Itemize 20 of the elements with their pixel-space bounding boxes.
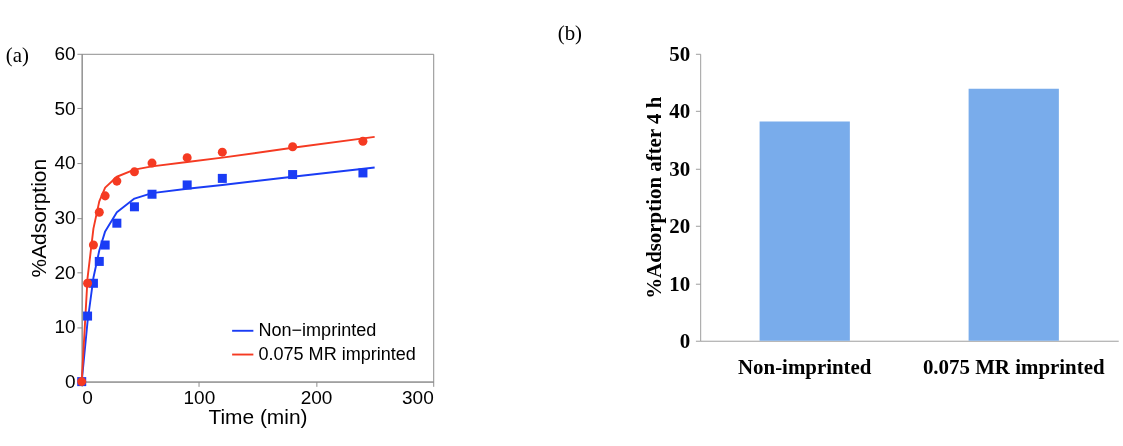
y-tick-label: 0 (679, 328, 691, 353)
y-tick-label: 50 (54, 97, 76, 119)
x-tick-label: Non-imprinted (737, 355, 872, 380)
y-tick-label: 30 (54, 206, 76, 228)
y-tick-label: 50 (669, 41, 691, 66)
y-tick-label: 10 (669, 271, 691, 296)
y-axis-title: %Adsorption after 4 h (641, 96, 666, 299)
y-tick-label: 10 (54, 316, 76, 338)
legend-label: Non−imprinted (258, 320, 377, 341)
x-tick-label: 300 (402, 386, 434, 408)
y-tick-label: 40 (54, 152, 76, 174)
y-tick-label: 30 (669, 156, 691, 181)
x-tick-label: 0 (82, 386, 93, 408)
y-tick-label: 20 (54, 261, 76, 283)
y-tick-label: 60 (54, 43, 76, 65)
y-tick-label: 20 (669, 214, 691, 239)
y-axis-title: %Adsorption (26, 158, 50, 278)
text: (b) (557, 20, 583, 45)
y-tick-label: 40 (669, 99, 691, 124)
text: (a) (5, 43, 29, 68)
